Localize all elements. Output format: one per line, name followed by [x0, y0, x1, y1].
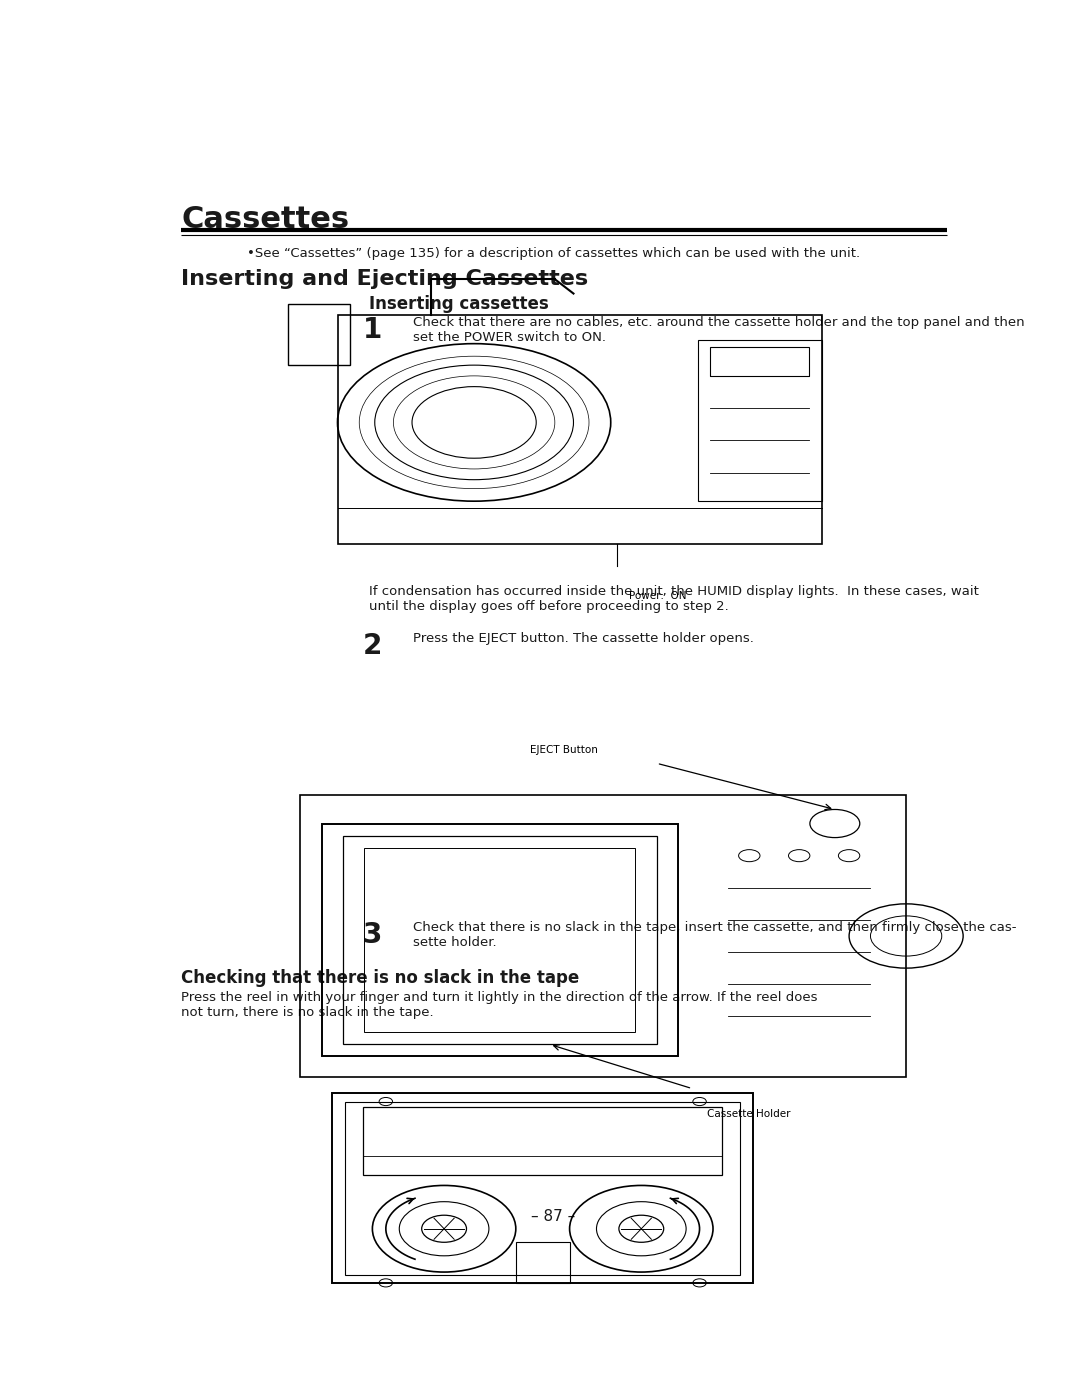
Text: If condensation has occurred inside the unit, the HUMID display lights.  In thes: If condensation has occurred inside the … [369, 585, 980, 613]
Text: EJECT Button: EJECT Button [530, 745, 598, 756]
Text: Check that there are no cables, etc. around the cassette holder and the top pane: Check that there are no cables, etc. aro… [413, 316, 1025, 344]
Text: Cassettes: Cassettes [181, 205, 349, 235]
Text: Checking that there is no slack in the tape: Checking that there is no slack in the t… [181, 970, 579, 988]
Text: Cassette Holder: Cassette Holder [706, 1109, 791, 1119]
Text: Press the reel in with your finger and turn it lightly in the direction of the a: Press the reel in with your finger and t… [181, 990, 818, 1018]
Text: •See “Cassettes” (page 135) for a description of cassettes which can be used wit: •See “Cassettes” (page 135) for a descri… [247, 247, 860, 260]
Text: 3: 3 [363, 921, 382, 949]
Text: – 87 –: – 87 – [531, 1208, 576, 1224]
Text: Inserting and Ejecting Cassettes: Inserting and Ejecting Cassettes [181, 268, 589, 289]
Text: 2: 2 [363, 633, 382, 661]
Text: Inserting cassettes: Inserting cassettes [369, 295, 549, 313]
Text: Check that there is no slack in the tape, insert the cassette, and then firmly c: Check that there is no slack in the tape… [413, 921, 1016, 949]
Text: Power:  ON: Power: ON [630, 591, 687, 601]
Text: Press the EJECT button. The cassette holder opens.: Press the EJECT button. The cassette hol… [413, 633, 754, 645]
Text: 1: 1 [363, 316, 382, 344]
